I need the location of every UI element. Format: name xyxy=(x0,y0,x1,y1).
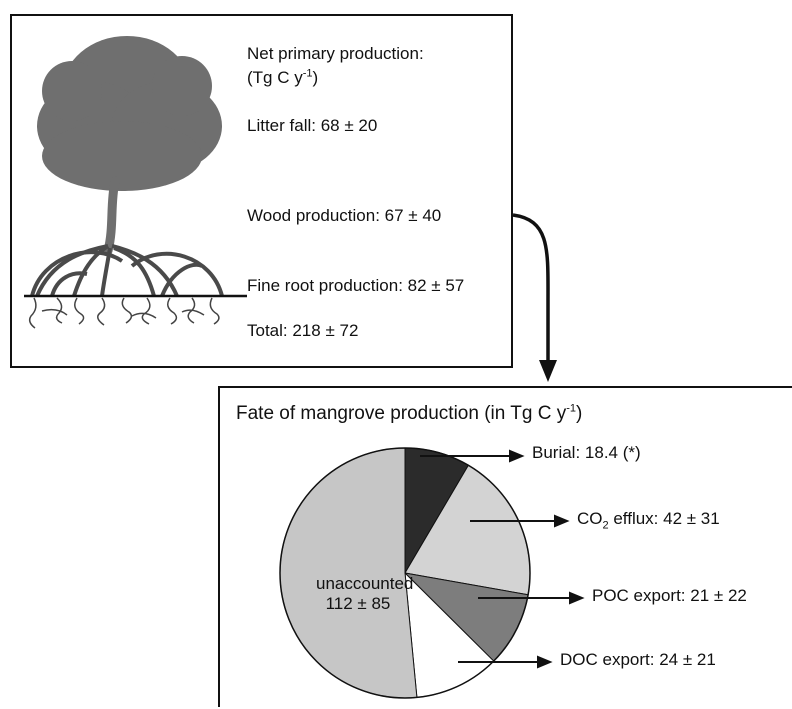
fate-panel: Fate of mangrove production (in Tg C y-1… xyxy=(218,386,792,707)
poc-export-label: POC export: 21 ± 22 xyxy=(592,586,747,605)
co2-arrowhead xyxy=(554,514,570,528)
npp-heading: Net primary production: xyxy=(247,44,424,63)
litter-fall-label: Litter fall: 68 ± 20 xyxy=(247,116,378,135)
doc-export-label: DOC export: 24 ± 21 xyxy=(560,650,716,669)
burial-label: Burial: 18.4 (*) xyxy=(532,443,641,462)
fate-title: Fate of mangrove production (in Tg C y-1… xyxy=(236,402,583,424)
pie-slice-unaccounted xyxy=(279,447,418,699)
fate-pie-chart xyxy=(279,447,585,699)
unaccounted-label: unaccounted 112 ± 85 xyxy=(316,574,414,613)
fine-root-production-label: Fine root production: 82 ± 57 xyxy=(247,276,465,295)
poc-arrowhead xyxy=(569,591,585,605)
doc-arrowhead xyxy=(537,655,553,669)
mangrove-tree-illustration xyxy=(24,36,247,329)
wood-production-label: Wood production: 67 ± 40 xyxy=(247,206,442,225)
burial-arrowhead xyxy=(509,449,525,463)
npp-panel: Net primary production: (Tg C y-1) Litte… xyxy=(10,14,513,368)
co2-efflux-label: CO2 efflux: 42 ± 31 xyxy=(577,509,720,532)
total-label: Total: 218 ± 72 xyxy=(247,321,359,340)
npp-unit: (Tg C y-1) xyxy=(247,67,319,87)
